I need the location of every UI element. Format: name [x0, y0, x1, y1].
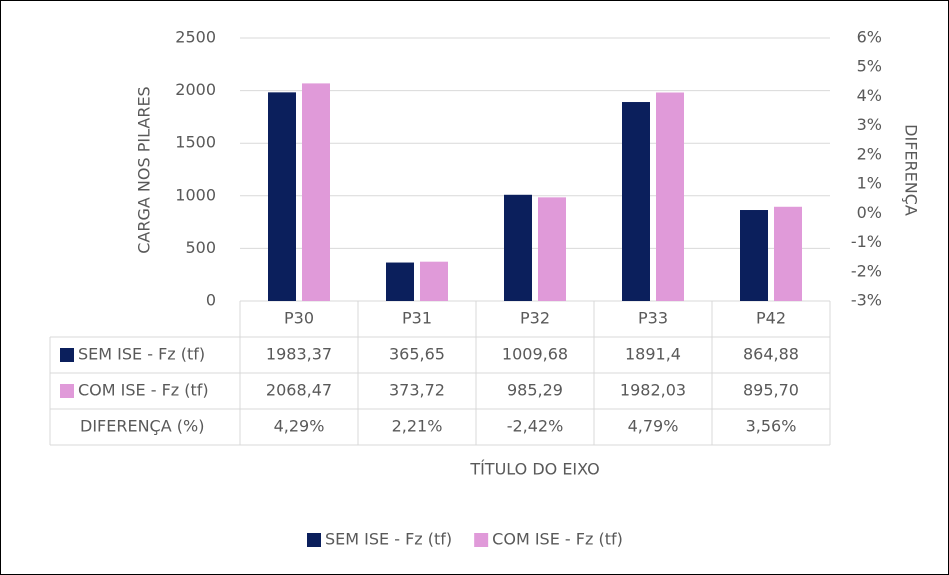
- table-legend-key: [60, 384, 74, 398]
- y2-tick-label: 6%: [857, 28, 882, 47]
- y-tick-label: 2000: [175, 80, 216, 99]
- table-value: 1891,4: [625, 345, 681, 364]
- table-row-label: COM ISE - Fz (tf): [78, 381, 209, 400]
- table-value: 1982,03: [620, 381, 686, 400]
- table-value: 895,70: [743, 381, 799, 400]
- bar: [622, 102, 650, 301]
- table-value: 985,29: [507, 381, 563, 400]
- y2-tick-label: -3%: [851, 291, 882, 310]
- table-value: 365,65: [389, 345, 445, 364]
- table-value: 1009,68: [502, 345, 568, 364]
- y2-tick-label: 1%: [857, 174, 882, 193]
- table-value: 2068,47: [266, 381, 332, 400]
- bar: [420, 261, 448, 301]
- bar: [656, 92, 684, 301]
- x-tick-label: P31: [402, 309, 432, 328]
- y-axis-title: CARGA NOS PILARES: [135, 86, 154, 253]
- y2-tick-label: -1%: [851, 232, 882, 251]
- bar: [538, 197, 566, 301]
- y2-tick-label: 3%: [857, 115, 882, 134]
- table-value: 864,88: [743, 345, 799, 364]
- legend-key: [307, 533, 321, 547]
- y-tick-label: 0: [206, 291, 216, 310]
- y-tick-label: 500: [185, 238, 216, 257]
- bar: [302, 83, 330, 301]
- table-row-label: DIFERENÇA (%): [80, 417, 204, 436]
- legend-label: SEM ISE - Fz (tf): [325, 530, 452, 549]
- x-tick-label: P33: [638, 309, 668, 328]
- table-row-label: SEM ISE - Fz (tf): [78, 345, 205, 364]
- y2-axis-title: DIFERENÇA: [902, 124, 921, 216]
- bar: [386, 262, 414, 301]
- y-tick-label: 2500: [175, 28, 216, 47]
- table-value: 1983,37: [266, 345, 332, 364]
- y-tick-label: 1000: [175, 185, 216, 204]
- bar: [740, 210, 768, 301]
- bar: [268, 92, 296, 301]
- x-tick-label: P30: [284, 309, 314, 328]
- x-tick-label: P42: [756, 309, 786, 328]
- table-value: 2,21%: [392, 417, 443, 436]
- y2-tick-label: 4%: [857, 86, 882, 105]
- bar: [504, 194, 532, 301]
- table-value: 3,56%: [746, 417, 797, 436]
- table-value: 373,72: [389, 381, 445, 400]
- y-tick-label: 1500: [175, 133, 216, 152]
- y2-tick-label: 0%: [857, 203, 882, 222]
- x-axis-title: TÍTULO DO EIXO: [469, 460, 599, 479]
- legend-label: COM ISE - Fz (tf): [492, 530, 623, 549]
- y2-tick-label: 5%: [857, 57, 882, 76]
- table-legend-key: [60, 348, 74, 362]
- legend-key: [474, 533, 489, 547]
- table-value: 4,79%: [628, 417, 679, 436]
- y2-tick-label: 2%: [857, 144, 882, 163]
- x-tick-label: P32: [520, 309, 550, 328]
- table-value: -2,42%: [507, 417, 564, 436]
- y2-tick-label: -2%: [851, 261, 882, 280]
- table-value: 4,29%: [274, 417, 325, 436]
- bar: [774, 206, 802, 301]
